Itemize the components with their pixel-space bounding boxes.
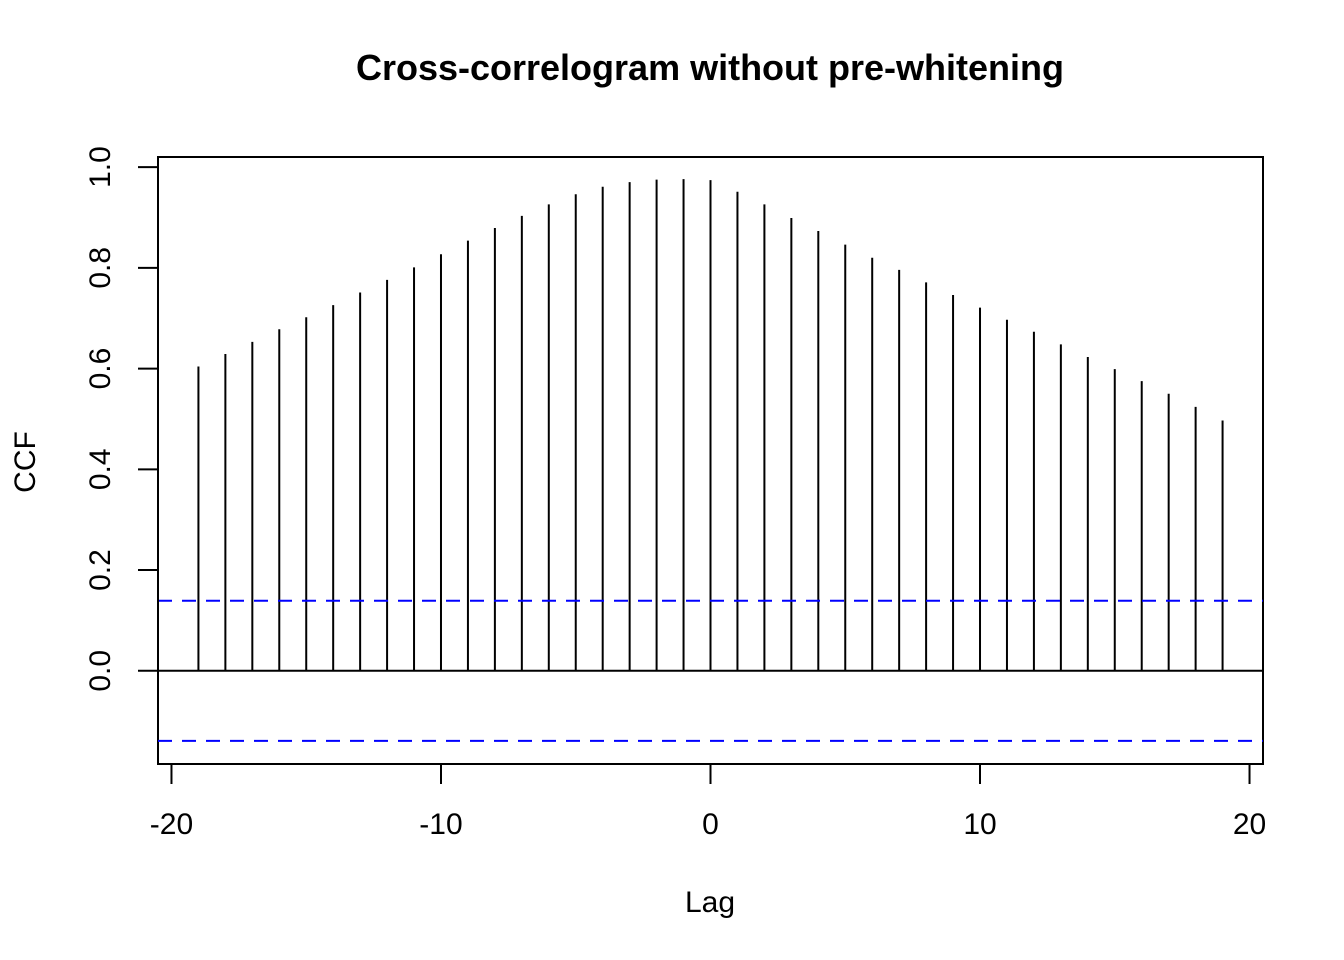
y-tick-label-0.2: 0.2 [84, 549, 117, 591]
y-tick-label-0.6: 0.6 [84, 348, 117, 390]
y-tick-label-0.4: 0.4 [84, 448, 117, 490]
y-tick-label-0.0: 0.0 [84, 650, 117, 692]
x-tick-label-20: 20 [1233, 808, 1266, 841]
y-axis-label: CCF [9, 431, 42, 493]
confidence-bounds [158, 599, 1263, 742]
y-axis: 0.0 0.2 0.4 0.6 0.8 1.0 [84, 146, 159, 692]
y-tick-label-1.0: 1.0 [84, 146, 117, 188]
y-tick-label-0.8: 0.8 [84, 247, 117, 289]
x-tick-label--20: -20 [150, 808, 193, 841]
x-axis-label: Lag [685, 886, 735, 919]
x-tick-label-0: 0 [702, 808, 719, 841]
x-tick-label-10: 10 [963, 808, 996, 841]
ccf-spikes [197, 179, 1224, 671]
x-tick-label--10: -10 [419, 808, 462, 841]
chart-title: Cross-correlogram without pre-whitening [356, 47, 1064, 88]
x-axis: -20 -10 0 10 20 [150, 763, 1266, 841]
